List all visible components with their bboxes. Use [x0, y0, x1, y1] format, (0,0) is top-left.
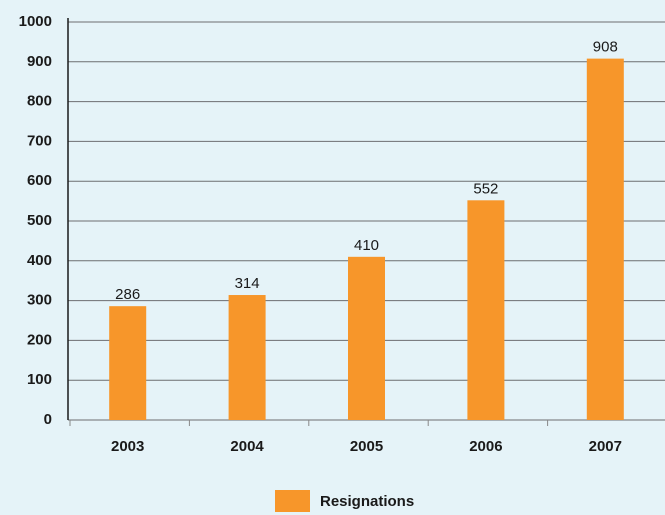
y-tick-label: 800: [27, 93, 52, 110]
x-tick-label: 2006: [469, 438, 502, 455]
bar: [467, 200, 505, 420]
x-tick-label: 2004: [230, 438, 264, 455]
x-tick-label: 2003: [111, 438, 144, 455]
y-tick-label: 700: [27, 132, 52, 149]
value-label: 286: [115, 286, 140, 303]
y-tick-label: 300: [27, 292, 52, 309]
value-label: 410: [354, 237, 379, 254]
bar: [109, 306, 147, 420]
bar: [586, 58, 624, 421]
y-tick-label: 600: [27, 172, 52, 189]
y-tick-label: 900: [27, 53, 52, 70]
legend-swatch: [275, 490, 310, 512]
value-label: 314: [235, 275, 260, 292]
y-tick-label: 0: [44, 411, 52, 428]
y-tick-label: 100: [27, 371, 52, 388]
y-tick-label: 500: [27, 212, 52, 229]
x-tick-label: 2005: [350, 438, 383, 455]
bar: [348, 256, 385, 420]
y-tick-label: 400: [27, 252, 52, 269]
legend-label: Resignations: [320, 493, 414, 510]
value-label: 552: [473, 180, 498, 197]
y-tick-label: 1000: [19, 13, 52, 30]
x-tick-label: 2007: [589, 438, 622, 455]
bar: [228, 295, 266, 420]
y-tick-label: 200: [27, 331, 52, 348]
value-label: 908: [593, 39, 618, 56]
